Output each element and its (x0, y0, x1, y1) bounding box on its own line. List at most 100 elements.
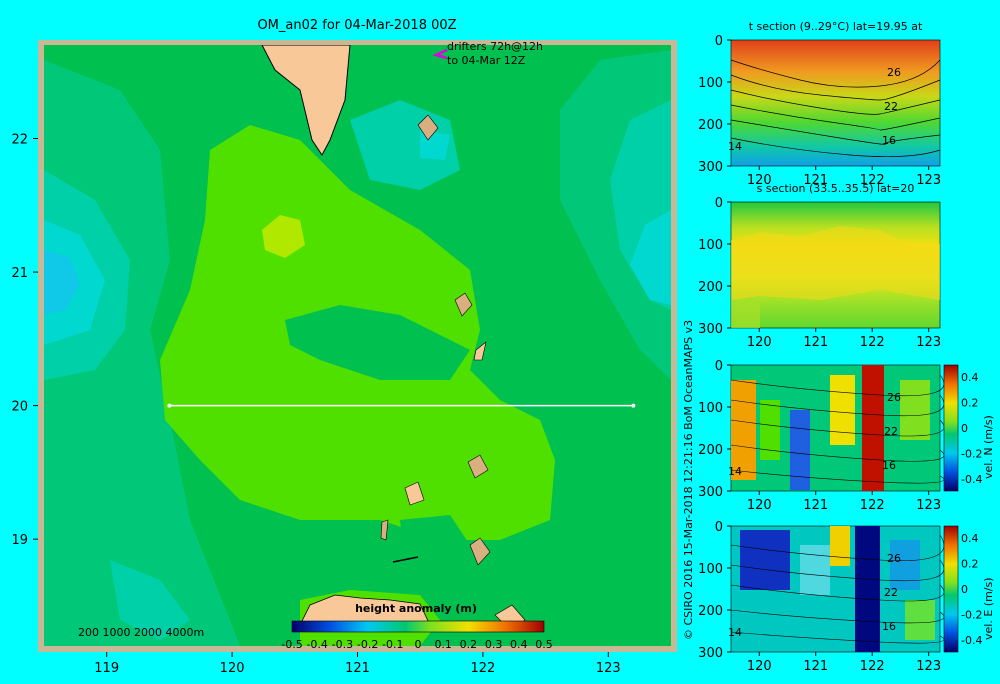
map-x-tick-label: 121 (345, 661, 370, 676)
section-title: s section (33.5..35.5) lat=20 (757, 182, 915, 195)
section-x-tick-label: 122 (860, 173, 885, 188)
colorbar-tick-label: 0.4 (510, 638, 528, 651)
section-x-tick-label: 121 (803, 659, 828, 674)
contour-label: 22 (884, 586, 898, 599)
colorbar-tick-label: -0.2 (357, 638, 378, 651)
contour-label: 14 (728, 465, 742, 478)
vel-e-section-panel (730, 525, 945, 653)
section-x-tick-label: 120 (747, 173, 772, 188)
section-x-tick-label: 120 (747, 335, 772, 350)
contour-label: 26 (887, 552, 901, 565)
section-3-axes: 0 100 200 300 120 121 122 123 26 22 16 14 0.4 0.2 0 -0.… (698, 520, 995, 674)
colorbar-tick-label: 0.1 (434, 638, 452, 651)
colorbar-title: height anomaly (m) (355, 602, 477, 615)
section-y-tick-label: 100 (698, 238, 723, 253)
map-y-tick-label: 22 (11, 132, 28, 147)
section-x-tick-label: 122 (860, 335, 885, 350)
section-y-tick-label: 300 (698, 160, 723, 175)
colorbar-tick-label: -0.5 (281, 638, 302, 651)
section-x-tick-label: 121 (803, 335, 828, 350)
section-y-tick-label: 300 (698, 646, 723, 661)
drifters-label-1: drifters 72h@12h (447, 40, 543, 53)
colorbar-tick-label: 0.5 (535, 638, 553, 651)
colorbar (291, 620, 545, 633)
section-colorbar-tick: -0.2 (961, 609, 982, 622)
section-y-tick-label: 200 (698, 118, 723, 133)
section-y-tick-label: 100 (698, 562, 723, 577)
colorbar-tick-label: 0.2 (460, 638, 478, 651)
vel-n-section-panel (730, 364, 945, 492)
section-x-tick-label: 121 (803, 498, 828, 513)
section-colorbar-label: vel. E (m/s) (982, 577, 995, 640)
section-colorbar-label: vel. N (m/s) (982, 415, 995, 479)
section-colorbar-tick: 0 (961, 422, 968, 435)
section-labels: t section (9..29°C) lat=19.95 at 0 100 200 3… (698, 20, 995, 674)
section-x-tick-label: 122 (860, 659, 885, 674)
section-colorbar-tick: 0.4 (961, 532, 979, 545)
section-line-end (631, 403, 636, 408)
section-y-tick-label: 0 (715, 34, 723, 49)
map-x-axis: 119 120 121 122 123 (94, 652, 621, 676)
colorbar-tick-label: -0.3 (332, 638, 353, 651)
contour-label: 22 (884, 100, 898, 113)
section-y-tick-label: 300 (698, 322, 723, 337)
colorbar-tick-label: -0.4 (306, 638, 327, 651)
section-y-tick-label: 100 (698, 76, 723, 91)
map-x-tick-label: 123 (596, 661, 621, 676)
colorbar-tick-label: -0.1 (382, 638, 403, 651)
section-y-tick-label: 0 (715, 520, 723, 535)
section-0-axes: t section (9..29°C) lat=19.95 at 0 100 200 3… (698, 20, 941, 188)
contour-label: 16 (882, 620, 896, 633)
section-x-tick-label: 123 (916, 498, 941, 513)
t-section-panel (730, 39, 941, 167)
section-x-tick-label: 123 (916, 335, 941, 350)
map-x-tick-label: 120 (220, 661, 245, 676)
section-1-axes: s section (33.5..35.5) lat=20 0 100 200 300 1… (698, 182, 941, 350)
map-y-tick-label: 20 (11, 400, 28, 415)
section-colorbar-tick: -0.4 (961, 634, 982, 647)
contour-label: 26 (887, 391, 901, 404)
section-colorbar-tick: 0 (961, 583, 968, 596)
section-2-axes: 0 100 200 300 120 121 122 123 26 22 16 14 0.4 0.2 0 -0.… (698, 359, 995, 513)
contour-label: 16 (882, 134, 896, 147)
map-x-tick-label: 119 (94, 661, 119, 676)
section-colorbar (943, 364, 959, 492)
section-colorbar-tick: -0.4 (961, 473, 982, 486)
s-section-panel (730, 201, 941, 329)
section-x-tick-label: 123 (916, 173, 941, 188)
section-y-tick-label: 0 (715, 359, 723, 374)
section-x-tick-label: 123 (916, 659, 941, 674)
credit-text: © CSIRO 2016 15-Mar-2018 12:21:16 BoM Oc… (682, 320, 695, 640)
contour-label: 14 (728, 626, 742, 639)
map-x-tick-label: 122 (470, 661, 495, 676)
map-y-axis: 22 21 20 19 (11, 132, 38, 548)
section-y-tick-label: 200 (698, 443, 723, 458)
section-y-tick-label: 300 (698, 485, 723, 500)
contour-label: 14 (728, 140, 742, 153)
section-colorbar-tick: -0.2 (961, 448, 982, 461)
section-y-tick-label: 200 (698, 280, 723, 295)
section-line-start (167, 403, 172, 408)
section-colorbar-tick: 0.2 (961, 397, 979, 410)
colorbar-tick-label: 0.3 (485, 638, 503, 651)
section-x-tick-label: 120 (747, 659, 772, 674)
depth-legend: 200 1000 2000 4000m (78, 626, 204, 639)
section-x-tick-label: 121 (803, 173, 828, 188)
contour-label: 16 (882, 459, 896, 472)
section-y-tick-label: 100 (698, 401, 723, 416)
section-title: t section (9..29°C) lat=19.95 at (749, 20, 923, 33)
contour-label: 26 (887, 66, 901, 79)
map-title: OM_an02 for 04-Mar-2018 00Z (257, 18, 456, 33)
drifter-track (432, 48, 448, 60)
contour-label: 22 (884, 425, 898, 438)
map-y-tick-label: 19 (11, 533, 28, 548)
section-y-tick-label: 200 (698, 604, 723, 619)
map-field (44, 45, 671, 646)
section-colorbar-tick: 0.2 (961, 558, 979, 571)
drifters-label-2: to 04-Mar 12Z (447, 54, 526, 67)
colorbar-tick-label: 0 (415, 638, 422, 651)
section-y-tick-label: 0 (715, 196, 723, 211)
section-colorbar (943, 525, 959, 653)
